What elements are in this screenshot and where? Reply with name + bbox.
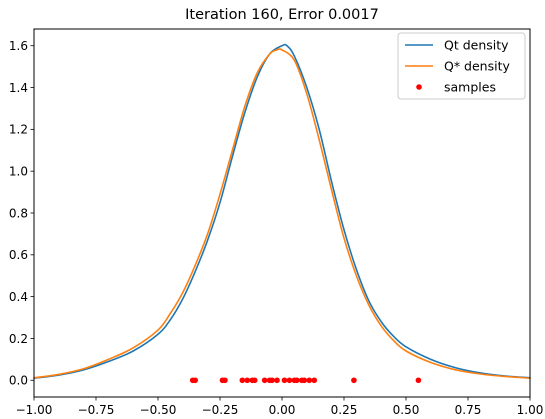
x-tick-label: −0.75 — [78, 403, 115, 417]
y-tick-label: 0.2 — [9, 332, 28, 346]
y-tick-label: 0.0 — [9, 374, 28, 388]
x-tick-label: −0.25 — [202, 403, 239, 417]
x-tick-label: 1.00 — [517, 403, 544, 417]
sample-point — [415, 377, 422, 384]
x-tick-label: 0.00 — [269, 403, 296, 417]
legend: Qt density Q* density samples — [397, 32, 526, 100]
sample-point — [286, 377, 293, 384]
legend-marker-samples — [416, 84, 422, 90]
plot-area — [33, 43, 531, 384]
sample-point — [294, 377, 300, 384]
legend-label-qstar: Q* density — [444, 59, 510, 74]
x-tick-label: 0.25 — [331, 403, 358, 417]
sample-point — [244, 377, 251, 384]
sample-point — [192, 377, 198, 384]
sample-point — [251, 377, 258, 384]
series-line-qt-density — [33, 43, 531, 379]
sample-point — [301, 377, 308, 384]
y-tick-label: 0.6 — [9, 248, 28, 262]
y-tick-label: 0.4 — [9, 290, 28, 304]
y-tick-label: 1.0 — [9, 164, 28, 178]
sample-point — [269, 377, 275, 384]
y-tick-label: 0.8 — [9, 206, 28, 220]
sample-point — [261, 377, 268, 384]
x-tick-label: −1.00 — [16, 403, 53, 417]
series-line-q-density — [33, 48, 531, 379]
y-axis: 0.0 0.2 0.4 0.6 0.8 1.0 1.2 1.4 1.6 — [9, 39, 34, 388]
legend-label-samples: samples — [444, 80, 496, 95]
x-tick-label: 0.75 — [455, 403, 482, 417]
y-tick-label: 1.2 — [9, 123, 28, 137]
sample-point — [239, 377, 246, 384]
sample-point — [306, 377, 313, 384]
sample-point — [222, 377, 228, 384]
y-tick-label: 1.4 — [9, 81, 28, 95]
chart-title: Iteration 160, Error 0.0017 — [185, 7, 379, 23]
legend-label-qt: Qt density — [444, 38, 509, 53]
x-tick-label: 0.50 — [393, 403, 420, 417]
sample-point — [274, 377, 280, 384]
y-tick-label: 1.6 — [9, 39, 28, 53]
legend-box — [397, 32, 526, 100]
sample-point — [281, 377, 288, 384]
x-tick-label: −0.50 — [140, 403, 177, 417]
sample-point — [311, 377, 318, 384]
sample-point — [351, 377, 357, 384]
x-axis: −1.00 −0.75 −0.50 −0.25 0.00 0.25 0.50 0.75 1.00 — [16, 397, 544, 417]
